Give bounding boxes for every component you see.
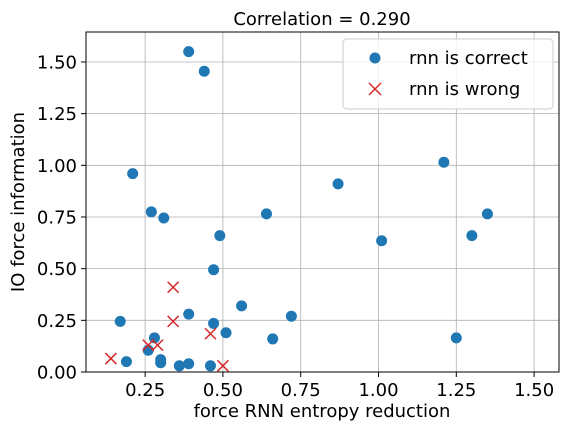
- point-rnn-correct: [198, 65, 210, 77]
- point-rnn-correct: [267, 333, 279, 345]
- point-rnn-correct: [481, 208, 493, 220]
- plot-frame: [85, 31, 560, 373]
- legend-marker-wrong: [368, 82, 382, 96]
- x-axis-ticks: 0.25 0.50 0.75 1.00 1.25 1.50: [125, 372, 554, 401]
- point-rnn-correct: [466, 230, 478, 242]
- point-rnn-correct: [204, 360, 216, 372]
- y-tick-label: 0.50: [37, 259, 77, 280]
- legend-box: [342, 38, 554, 110]
- x-tick-label: 0.50: [203, 380, 243, 401]
- grid-lines: [86, 32, 559, 373]
- point-rnn-correct: [220, 327, 232, 339]
- point-rnn-correct: [114, 315, 126, 327]
- point-rnn-correct: [173, 360, 185, 372]
- x-tick-label: 0.75: [281, 380, 321, 401]
- y-tick-label: 0.25: [37, 311, 77, 332]
- x-tick-label: 1.50: [514, 380, 554, 401]
- x-tick-label: 1.25: [436, 380, 476, 401]
- point-rnn-correct: [127, 168, 139, 180]
- point-rnn-correct: [183, 358, 195, 370]
- y-tick-label: 1.50: [37, 52, 77, 73]
- legend-label-wrong: rnn is wrong: [409, 79, 520, 100]
- y-tick-label: 1.25: [37, 104, 77, 125]
- point-rnn-correct: [155, 357, 167, 369]
- point-rnn-correct: [208, 264, 220, 276]
- point-rnn-correct: [183, 308, 195, 320]
- point-rnn-correct: [332, 178, 344, 190]
- legend: rnn is correct rnn is wrong: [342, 38, 554, 110]
- point-rnn-correct: [376, 235, 388, 247]
- y-tick-label: 1.00: [37, 156, 77, 177]
- point-rnn-wrong: [216, 359, 229, 372]
- point-rnn-correct: [208, 317, 220, 329]
- chart-title: Correlation = 0.290: [233, 9, 410, 30]
- point-rnn-wrong: [204, 327, 217, 340]
- x-tick-label: 0.25: [125, 380, 165, 401]
- y-axis-ticks: 0.00 0.25 0.50 0.75 1.00 1.25 1.50: [37, 52, 86, 384]
- point-rnn-wrong: [142, 339, 155, 352]
- point-rnn-wrong: [167, 315, 180, 328]
- point-rnn-wrong: [104, 352, 117, 365]
- point-rnn-wrong: [167, 281, 180, 294]
- point-rnn-correct: [236, 300, 248, 312]
- point-rnn-correct: [285, 310, 297, 322]
- point-rnn-wrong: [151, 339, 164, 352]
- x-tick-label: 1.00: [358, 380, 398, 401]
- point-rnn-correct: [120, 356, 132, 368]
- y-axis-label: IO force information: [8, 112, 29, 292]
- point-rnn-correct: [158, 212, 170, 224]
- y-tick-label: 0.00: [37, 363, 77, 384]
- point-rnn-correct: [438, 156, 450, 168]
- point-rnn-correct: [183, 46, 195, 58]
- point-rnn-correct: [450, 332, 462, 344]
- data-points: [104, 46, 493, 372]
- legend-marker-correct: [369, 52, 381, 64]
- point-rnn-correct: [145, 206, 157, 218]
- legend-label-correct: rnn is correct: [409, 48, 528, 69]
- y-tick-label: 0.75: [37, 207, 77, 228]
- point-rnn-correct: [214, 230, 226, 242]
- x-axis-label: force RNN entropy reduction: [194, 401, 451, 422]
- point-rnn-correct: [260, 208, 272, 220]
